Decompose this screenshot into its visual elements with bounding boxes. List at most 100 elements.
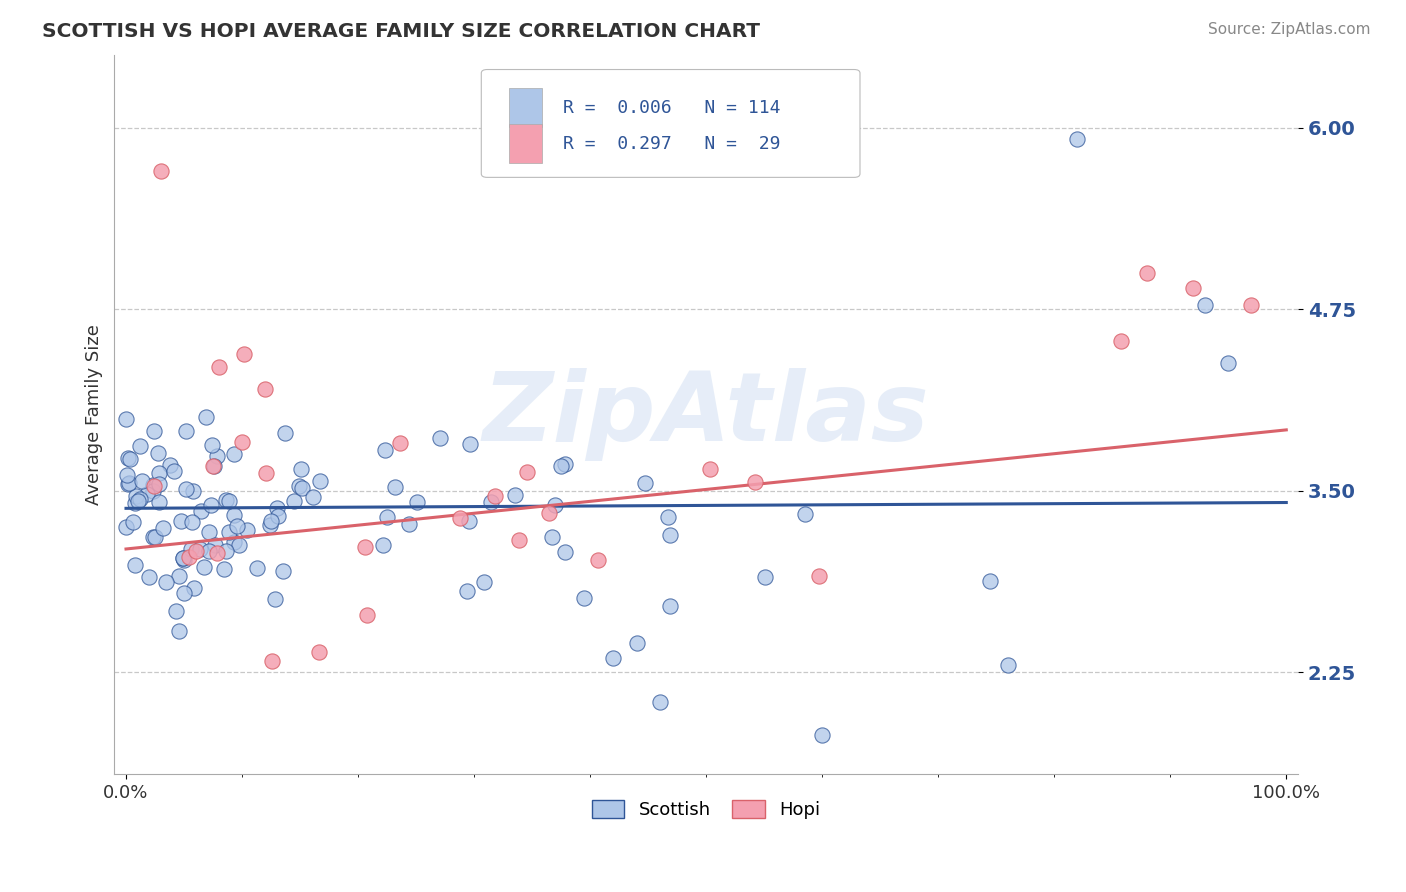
Point	[125, 489, 148, 503]
Point	[811, 728, 834, 742]
Point	[194, 409, 217, 424]
Point	[648, 694, 671, 708]
Point	[263, 592, 285, 607]
Point	[508, 533, 530, 547]
Point	[259, 517, 281, 532]
Point	[208, 360, 231, 375]
Point	[260, 654, 283, 668]
Point	[167, 569, 190, 583]
Point	[142, 478, 165, 492]
Point	[152, 521, 174, 535]
Point	[118, 475, 141, 490]
Point	[124, 495, 146, 509]
Point	[1136, 266, 1159, 280]
Point	[997, 658, 1019, 673]
Point	[794, 507, 817, 521]
Point	[231, 435, 253, 450]
Point	[659, 528, 682, 542]
Point	[754, 569, 776, 583]
Point	[226, 519, 249, 533]
Point	[503, 488, 526, 502]
Point	[186, 544, 208, 558]
Text: R =  0.006   N = 114: R = 0.006 N = 114	[562, 99, 780, 117]
Point	[173, 586, 195, 600]
Point	[544, 498, 567, 512]
Point	[384, 479, 406, 493]
Point	[290, 461, 312, 475]
Point	[127, 493, 149, 508]
Point	[302, 490, 325, 504]
Point	[657, 510, 679, 524]
Point	[198, 543, 221, 558]
Text: ZipAtlas: ZipAtlas	[482, 368, 929, 461]
Point	[538, 506, 561, 520]
Point	[626, 636, 648, 650]
Point	[288, 479, 311, 493]
Point	[148, 466, 170, 480]
Point	[170, 514, 193, 528]
Y-axis label: Average Family Size: Average Family Size	[86, 324, 103, 505]
Point	[159, 458, 181, 473]
Point	[173, 553, 195, 567]
Point	[218, 524, 240, 539]
Point	[541, 530, 564, 544]
Point	[449, 511, 471, 525]
Point	[429, 431, 451, 445]
Point	[388, 436, 411, 450]
Point	[283, 494, 305, 508]
Point	[200, 498, 222, 512]
FancyBboxPatch shape	[509, 87, 541, 128]
Point	[205, 449, 228, 463]
Point	[456, 584, 478, 599]
Point	[586, 553, 609, 567]
Point	[183, 581, 205, 595]
Point	[202, 459, 225, 474]
Point	[204, 538, 226, 552]
Point	[214, 493, 236, 508]
Point	[115, 519, 138, 533]
Point	[148, 495, 170, 509]
Point	[222, 535, 245, 549]
Point	[1182, 280, 1205, 294]
Point	[149, 164, 172, 178]
Point	[472, 575, 495, 590]
Point	[375, 509, 398, 524]
Point	[267, 509, 290, 524]
Point	[122, 515, 145, 529]
Point	[254, 382, 277, 396]
Point	[190, 504, 212, 518]
Point	[142, 484, 165, 499]
Point	[222, 447, 245, 461]
Point	[179, 549, 201, 564]
Point	[214, 544, 236, 558]
Point	[222, 508, 245, 522]
FancyBboxPatch shape	[481, 70, 860, 178]
Point	[124, 558, 146, 572]
FancyBboxPatch shape	[509, 124, 541, 163]
Point	[266, 501, 288, 516]
Point	[228, 538, 250, 552]
Point	[129, 492, 152, 507]
Point	[744, 475, 766, 490]
Point	[117, 477, 139, 491]
Point	[979, 574, 1001, 588]
Point	[176, 424, 198, 438]
Point	[484, 489, 506, 503]
Point	[172, 551, 194, 566]
Point	[117, 468, 139, 483]
Point	[181, 515, 204, 529]
Point	[148, 476, 170, 491]
Point	[163, 464, 186, 478]
Point	[138, 570, 160, 584]
Point	[129, 439, 152, 453]
Point	[458, 514, 481, 528]
Point	[602, 651, 624, 665]
Point	[165, 604, 187, 618]
Point	[142, 424, 165, 438]
Point	[554, 457, 576, 471]
Point	[172, 550, 194, 565]
Point	[373, 538, 395, 552]
Point	[808, 569, 831, 583]
Point	[205, 546, 228, 560]
Point	[405, 495, 427, 509]
